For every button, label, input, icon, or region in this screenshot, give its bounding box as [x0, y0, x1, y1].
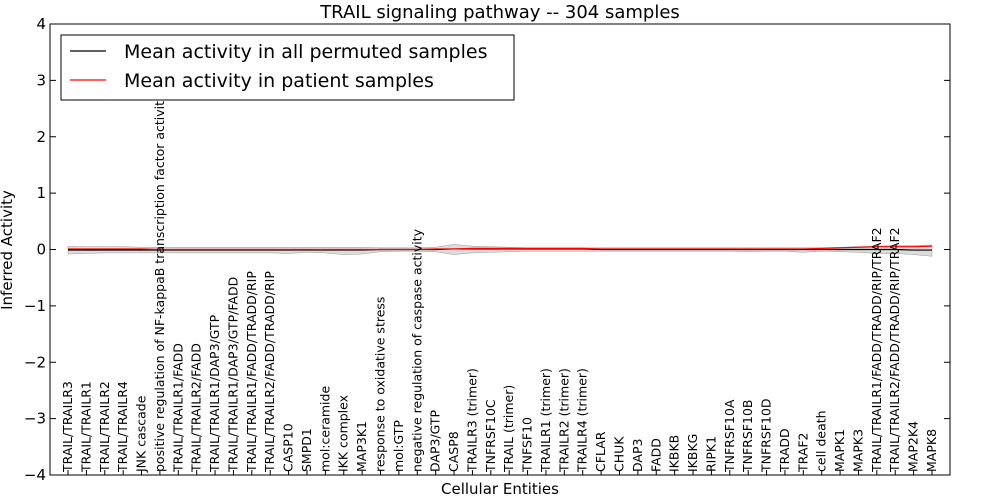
y-tick-label: −3: [24, 410, 46, 428]
x-tick-label: CASP8: [446, 431, 461, 472]
x-tick-label: RIPK1: [703, 436, 718, 472]
x-tick-label: TRAIL/TRAILR2/FADD: [189, 343, 204, 473]
x-tick-label: TNFRSF10A: [722, 399, 737, 473]
x-tick-label: TRAIL/TRAILR2/FADD/TRADD/RIP: [262, 271, 277, 473]
x-tick-label: CASP10: [281, 423, 296, 472]
x-tick-label: MAPK3: [851, 429, 866, 472]
x-tick-label: CFLAR: [593, 431, 608, 472]
x-tick-label: TRAF2: [795, 432, 810, 473]
x-tick-label: TRAILR1 (trimer): [538, 368, 553, 473]
x-tick-labels: TRAIL/TRAILR3 TRAIL/TRAILR1 TRAIL/TRAILR2 T…: [60, 93, 939, 473]
x-tick-label: MAPK1: [832, 429, 847, 472]
x-tick-label: negative regulation of caspase activity: [409, 228, 424, 472]
x-tick-label: IKK complex: [336, 395, 351, 472]
x-tick-label: MAPK8: [924, 429, 939, 472]
x-tick-label: mol:GTP: [391, 420, 406, 472]
x-tick-label: TRAIL/TRAILR1/FADD/TRADD/RIP/TRAF2: [869, 227, 884, 473]
x-tick-label: TRADD: [777, 428, 792, 473]
series-line-patient: [68, 245, 933, 251]
y-tick-label: −1: [24, 297, 46, 315]
x-axis-label: Cellular Entities: [441, 480, 559, 498]
x-tick-label: TRAILR2 (trimer): [556, 368, 571, 473]
legend: Mean activity in all permuted samples Me…: [60, 34, 515, 101]
x-tick-label: TRAIL/TRAILR1/DAP3/GTP: [207, 314, 222, 473]
x-tick-label: TRAIL/TRAILR2: [97, 381, 112, 473]
x-tick-label: DAP3: [630, 439, 645, 472]
x-tick-label: IKBKG: [685, 434, 700, 472]
x-tick-label: CHUK: [612, 436, 627, 472]
y-tick-label: −2: [24, 353, 46, 371]
series-lines: [68, 245, 933, 251]
y-tick-label: 0: [36, 241, 46, 259]
chart-title: TRAIL signaling pathway -- 304 samples: [319, 2, 680, 23]
x-tick-label: IKBKB: [667, 435, 682, 472]
x-tick-label: TNFRSF10C: [483, 399, 498, 473]
x-tick-label: TRAILR3 (trimer): [464, 368, 479, 473]
x-tick-label: TNFRSF10B: [740, 400, 755, 473]
x-tick-label: TRAILR4 (trimer): [575, 368, 590, 473]
x-tick-label: mol:ceramide: [317, 386, 332, 472]
x-tick-label: TRAIL/TRAILR1/DAP3/GTP/FADD: [225, 277, 240, 473]
y-tick-label: 1: [36, 184, 46, 202]
x-tick-label: SMPD1: [299, 428, 314, 472]
x-tick-label: TRAIL/TRAILR1: [78, 381, 93, 473]
x-tick-label: cell death: [814, 410, 829, 472]
y-tick-label: 2: [36, 128, 46, 146]
legend-entry-permuted: Mean activity in all permuted samples: [124, 41, 487, 63]
x-tick-label: DAP3/GTP: [428, 409, 443, 472]
plot-frame: [49, 23, 951, 476]
permuted-spread-band: [67, 244, 933, 257]
x-tick-label: FADD: [648, 438, 663, 472]
x-tick-label: TRAIL/TRAILR1/FADD: [170, 343, 185, 473]
x-tick-label: MAP3K1: [354, 421, 369, 472]
y-tick-label: −4: [24, 466, 46, 484]
x-tick-label: JNK cascade: [134, 395, 149, 473]
x-tick-label: TRAIL/TRAILR4: [115, 381, 130, 473]
x-tick-label: TRAIL/TRAILR2/FADD/TRADD/RIP/TRAF2: [887, 227, 902, 473]
legend-box: [60, 34, 515, 101]
x-tick-label: MAP2K4: [906, 421, 921, 472]
x-tick-label: TRAIL/TRAILR3: [60, 381, 75, 473]
legend-entry-patient: Mean activity in patient samples: [124, 70, 434, 92]
x-tick-label: positive regulation of NF-kappaB transcr…: [152, 93, 167, 472]
x-tick-label: TNFRSF10D: [759, 398, 774, 473]
x-tick-label: TRAIL/TRAILR1/FADD/TRADD/RIP: [244, 271, 259, 473]
y-tick-label: 3: [36, 71, 46, 89]
x-tick-label: response to oxidative stress: [373, 297, 388, 472]
x-tick-label: TRAIL (trimer): [501, 385, 516, 473]
x-tick-label: TNFSF10: [520, 417, 535, 473]
y-axis-label: Inferred Activity: [0, 190, 16, 310]
y-tick-label: 4: [36, 15, 46, 33]
band-area: [67, 244, 933, 257]
